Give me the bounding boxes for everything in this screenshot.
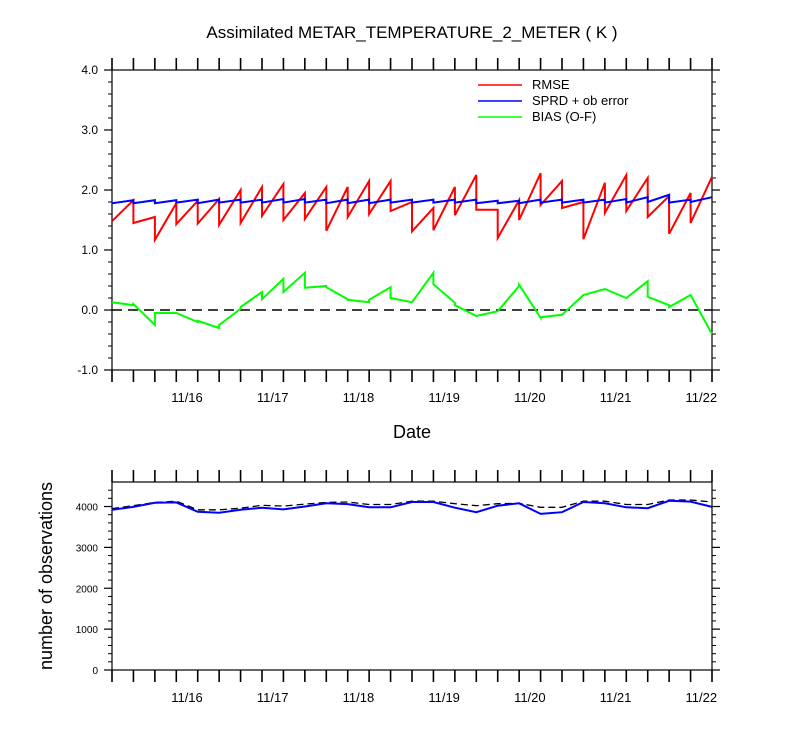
x-tick-label: 11/18 [343, 690, 375, 705]
y-tick-label: 1.0 [81, 243, 98, 257]
y-tick-label: -1.0 [77, 363, 98, 377]
legend-label: BIAS (O-F) [532, 109, 596, 124]
y-tick-label: 0.0 [81, 303, 98, 317]
x-tick-label: 11/18 [343, 390, 375, 405]
x-tick-label: 11/20 [514, 690, 546, 705]
y-tick-label: 4000 [76, 503, 99, 514]
x-tick-label: 11/19 [428, 390, 460, 405]
y-tick-label: 3000 [76, 543, 99, 554]
legend-label: SPRD + ob error [532, 93, 629, 108]
bottom-y-axis: 0 1000 2000 3000 4000 [76, 489, 720, 677]
x-tick-label: 11/17 [257, 690, 289, 705]
y-tick-label: 3.0 [81, 123, 98, 137]
top-panel: -1.0 0.0 1.0 2.0 3.0 4.0 11/16 11/17 11/18 11/19… [77, 58, 720, 405]
x-tick-label: 11/21 [600, 390, 632, 405]
legend-entry: RMSE [478, 77, 570, 92]
y-tick-label: 4.0 [81, 63, 98, 77]
x-axis-title: Date [393, 422, 431, 442]
y-tick-label: 2000 [76, 584, 99, 595]
y-tick-label: 1000 [76, 625, 99, 636]
bottom-series-layer [111, 499, 713, 515]
y-tick-label: 2.0 [81, 183, 98, 197]
x-tick-label: 11/21 [600, 690, 632, 705]
x-tick-label: 11/19 [428, 690, 460, 705]
x-tick-label: 11/22 [685, 690, 717, 705]
series-line-bias-o-f [111, 269, 713, 335]
legend-entry: SPRD + ob error [478, 93, 629, 108]
legend-entry: BIAS (O-F) [478, 109, 596, 124]
top-x-axis: 11/16 11/17 11/18 11/19 11/20 11/21 11/22 [111, 58, 717, 405]
series-line-sprd-ob-error [111, 193, 713, 205]
series-line-rmse [111, 171, 713, 244]
series-line-solid-1 [111, 499, 713, 515]
x-tick-label: 11/16 [171, 390, 203, 405]
top-y-axis: -1.0 0.0 1.0 2.0 3.0 4.0 [77, 63, 720, 377]
legend-label: RMSE [532, 77, 570, 92]
y-tick-label: 0 [92, 666, 98, 677]
x-tick-label: 11/20 [514, 390, 546, 405]
chart-title: Assimilated METAR_TEMPERATURE_2_METER ( … [206, 23, 617, 42]
bottom-x-axis: 11/16 11/17 11/18 11/19 11/20 11/21 11/22 [111, 470, 717, 705]
x-tick-label: 11/17 [257, 390, 289, 405]
top-series-layer [111, 171, 713, 335]
x-tick-label: 11/22 [685, 390, 717, 405]
x-tick-label: 11/16 [171, 690, 203, 705]
bottom-y-axis-title: number of observations [36, 482, 56, 670]
